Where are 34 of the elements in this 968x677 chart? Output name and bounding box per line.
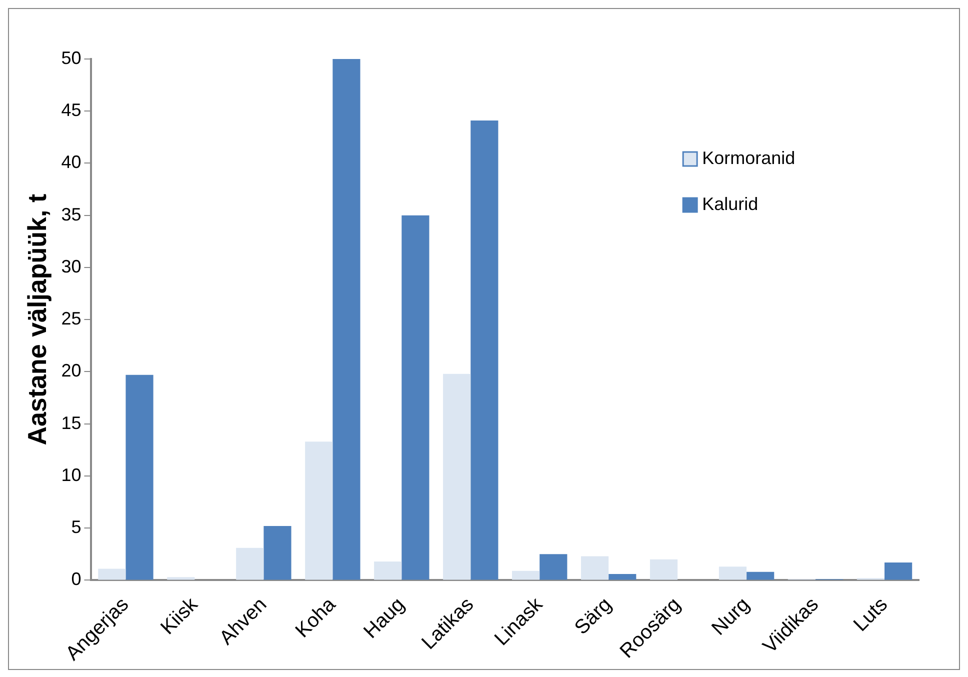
y-tick-label: 40 <box>61 152 82 172</box>
bar <box>402 215 430 580</box>
bar <box>126 374 154 580</box>
bar <box>512 570 540 580</box>
legend-label: Kalurid <box>702 194 758 214</box>
y-tick-label: 0 <box>71 569 82 590</box>
bar <box>167 577 195 580</box>
y-axis-title: Aastane väljapüük, t <box>22 194 52 446</box>
bar <box>608 574 636 580</box>
bar <box>236 548 264 580</box>
y-tick-label: 25 <box>61 308 82 329</box>
bar <box>332 59 360 580</box>
y-tick-label: 20 <box>61 360 82 381</box>
bar <box>443 374 471 580</box>
bar <box>98 568 126 580</box>
y-tick-label: 15 <box>61 412 82 433</box>
x-tick-label: Luts <box>850 594 892 636</box>
y-tick-label: 30 <box>61 256 82 276</box>
bar <box>884 562 912 580</box>
bar <box>580 556 609 580</box>
y-tick-label: 35 <box>61 204 82 224</box>
y-tick-label: 45 <box>61 100 82 120</box>
bar <box>470 120 498 580</box>
legend-label: Kormoranid <box>702 148 796 168</box>
bar <box>746 572 774 580</box>
bar <box>540 554 568 580</box>
y-tick-label: 50 <box>61 48 82 68</box>
bar <box>718 566 747 580</box>
bar <box>305 442 333 580</box>
bar <box>264 526 292 580</box>
y-tick-label: 5 <box>71 517 82 538</box>
bar <box>650 559 678 580</box>
bar <box>374 561 402 580</box>
y-tick-label: 10 <box>61 464 82 485</box>
